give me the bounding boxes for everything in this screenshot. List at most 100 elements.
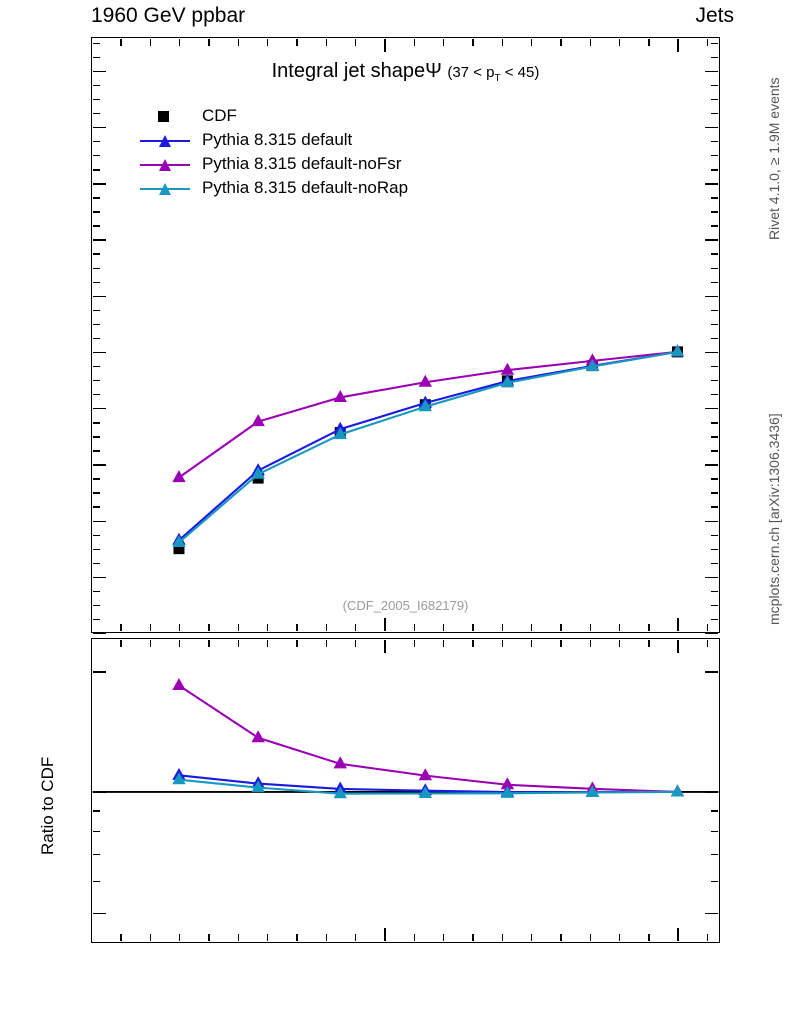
axis-tick bbox=[472, 624, 474, 632]
axis-tick bbox=[705, 126, 719, 129]
axis-tick bbox=[92, 211, 100, 213]
axis-tick bbox=[711, 267, 719, 269]
axis-tick bbox=[711, 365, 719, 368]
axis-tick bbox=[92, 830, 100, 833]
axis-tick bbox=[711, 56, 719, 59]
axis-tick bbox=[208, 624, 210, 632]
axis-tick bbox=[442, 624, 445, 632]
axis-tick bbox=[92, 155, 100, 157]
axis-tick bbox=[208, 934, 210, 942]
axis-tick bbox=[711, 337, 719, 340]
axis-tick bbox=[92, 281, 100, 283]
axis-tick bbox=[92, 169, 100, 171]
axis-tick bbox=[711, 155, 719, 157]
axis-tick bbox=[711, 42, 719, 44]
axis-tick bbox=[705, 912, 719, 915]
legend-label-nofsr: Pythia 8.315 default-noFsr bbox=[202, 154, 402, 173]
axis-tick bbox=[92, 70, 106, 73]
marker-triangle bbox=[500, 362, 515, 375]
axis-tick bbox=[92, 464, 106, 466]
axis-tick bbox=[92, 141, 100, 143]
marker-triangle bbox=[418, 374, 432, 387]
axis-tick bbox=[677, 639, 679, 653]
axis-tick bbox=[325, 934, 327, 942]
axis-tick bbox=[296, 639, 298, 647]
axis-tick bbox=[705, 70, 719, 73]
header-collision-energy: 1960 GeV ppbar bbox=[91, 4, 246, 27]
axis-tick bbox=[711, 84, 719, 87]
axis-tick bbox=[92, 912, 106, 915]
axis-tick bbox=[711, 253, 719, 255]
axis-tick bbox=[92, 436, 100, 438]
axis-tick bbox=[208, 38, 210, 46]
axis-tick bbox=[677, 38, 679, 52]
axis-tick bbox=[711, 169, 719, 171]
axis-tick bbox=[711, 880, 719, 883]
axis-tick bbox=[705, 464, 719, 466]
marker-triangle bbox=[333, 427, 347, 440]
axis-tick bbox=[92, 295, 106, 298]
axis-tick bbox=[711, 548, 719, 551]
axis-tick bbox=[677, 618, 679, 632]
axis-tick bbox=[92, 422, 100, 424]
axis-tick bbox=[92, 365, 100, 368]
axis-tick bbox=[413, 38, 415, 46]
triangle-marker-icon bbox=[159, 183, 171, 195]
axis-tick bbox=[92, 394, 100, 396]
legend-marker-nofsr bbox=[140, 153, 190, 175]
axis-tick bbox=[705, 239, 719, 241]
marker-triangle bbox=[251, 780, 265, 793]
legend-marker-norap bbox=[140, 177, 190, 199]
axis-tick bbox=[266, 624, 269, 632]
axis-tick bbox=[589, 639, 591, 647]
axis-tick bbox=[711, 618, 719, 621]
axis-tick bbox=[237, 639, 239, 647]
axis-tick bbox=[472, 639, 474, 647]
axis-tick bbox=[589, 38, 591, 46]
marker-triangle bbox=[418, 399, 432, 412]
marker-triangle bbox=[418, 768, 432, 781]
axis-tick bbox=[501, 934, 503, 942]
axis-tick bbox=[589, 934, 591, 942]
marker-triangle bbox=[500, 375, 515, 388]
axis-tick bbox=[92, 880, 100, 883]
axis-tick bbox=[560, 639, 562, 647]
axis-tick bbox=[530, 624, 533, 632]
axis-tick bbox=[711, 112, 719, 115]
header-analysis-group: Jets bbox=[695, 4, 734, 27]
ratio-plot-frame bbox=[91, 638, 720, 943]
axis-tick bbox=[178, 38, 181, 46]
axis-tick bbox=[711, 450, 719, 452]
legend-item-norap[interactable]: Pythia 8.315 default-noRap bbox=[140, 176, 408, 200]
axis-tick bbox=[711, 98, 719, 101]
plot-title-symbol: Ψ bbox=[425, 60, 442, 82]
axis-tick bbox=[92, 98, 100, 101]
axis-tick bbox=[618, 639, 621, 647]
legend-label-default: Pythia 8.315 default bbox=[202, 130, 353, 149]
axis-tick bbox=[92, 351, 106, 354]
marker-triangle bbox=[500, 785, 515, 798]
axis-tick bbox=[92, 197, 100, 199]
axis-tick bbox=[354, 639, 357, 647]
axis-tick bbox=[711, 854, 719, 856]
axis-tick bbox=[384, 639, 386, 653]
axis-tick bbox=[618, 934, 621, 942]
axis-tick bbox=[120, 624, 122, 632]
axis-tick bbox=[92, 126, 106, 129]
marker-square bbox=[173, 543, 185, 555]
legend-marker-default bbox=[140, 129, 190, 151]
axis-tick bbox=[711, 492, 719, 494]
marker-triangle bbox=[333, 389, 347, 402]
legend-item-default[interactable]: Pythia 8.315 default bbox=[140, 128, 408, 152]
legend-item-cdf[interactable]: CDF bbox=[140, 104, 408, 128]
axis-tick bbox=[589, 624, 591, 632]
axis-tick bbox=[705, 183, 719, 185]
axis-tick bbox=[120, 639, 122, 647]
axis-tick bbox=[149, 639, 152, 647]
plot-title-condition: (37 < pT < 45) bbox=[447, 64, 540, 84]
axis-tick bbox=[711, 141, 719, 143]
axis-tick bbox=[92, 576, 106, 579]
axis-tick bbox=[711, 830, 719, 833]
legend-item-nofsr[interactable]: Pythia 8.315 default-noFsr bbox=[140, 152, 408, 176]
axis-tick bbox=[706, 624, 709, 632]
